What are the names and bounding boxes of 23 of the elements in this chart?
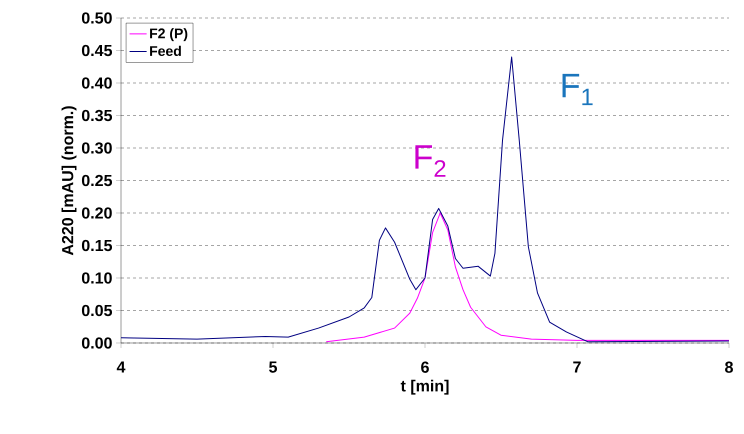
- x-tick-label: 5: [269, 362, 278, 373]
- y-tick-label: 0.00: [82, 337, 112, 349]
- annotation: F$_{1}$: [562, 74, 593, 106]
- legend-label: F2 (P): [150, 28, 188, 42]
- line-series: [326, 212, 730, 342]
- y-tick-label: 0.05: [82, 304, 112, 316]
- x-tick-label: 4: [116, 362, 126, 373]
- x-axis-title: t [min]: [400, 380, 449, 395]
- annotation: F$_{2}$: [415, 145, 446, 177]
- x-tick-label: 7: [573, 362, 581, 373]
- y-tick-label: 0.45: [82, 44, 112, 56]
- y-tick-label: 0.10: [82, 272, 112, 284]
- y-tick-label: 0.20: [82, 207, 112, 219]
- y-tick-label: 0.15: [82, 240, 112, 252]
- x-tick-label: 6: [421, 362, 429, 373]
- x-tick-label: 8: [725, 362, 733, 373]
- y-tick-label: 0.35: [82, 110, 112, 122]
- y-axis-title: A220 [mAU] (norm.): [62, 106, 76, 256]
- y-tick-label: 0.50: [82, 12, 112, 24]
- y-tick-label: 0.30: [82, 142, 112, 154]
- y-tick-label: 0.25: [82, 174, 112, 186]
- legend-label: Feed: [150, 46, 181, 56]
- y-tick-label: 0.40: [82, 77, 112, 89]
